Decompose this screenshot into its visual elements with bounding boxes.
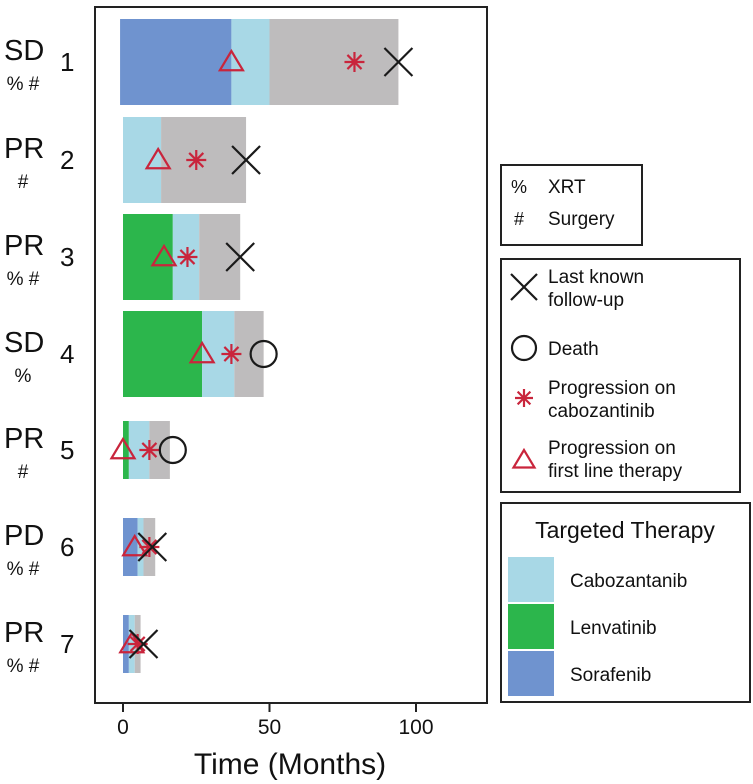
bars-layer [120, 19, 399, 673]
marker-last-follow-up [225, 242, 255, 272]
marker-cabozantinib-progression [186, 150, 207, 170]
marker-first-line-progression [121, 533, 149, 557]
row-response-label: PR [4, 133, 44, 165]
legend-therapy-label: Cabozantanib [570, 571, 687, 592]
row-treatment-marks: # [18, 172, 29, 193]
legend-therapy-swatch [508, 651, 554, 696]
legend-first-line-icon [511, 447, 537, 469]
plot-panel [94, 6, 488, 704]
row-patient-id: 3 [60, 242, 74, 272]
legend-marker-label-line2: cabozantinib [548, 401, 655, 422]
x-tick-label: 0 [117, 716, 129, 739]
marker-death [249, 339, 278, 369]
x-tick-label: 50 [258, 716, 281, 739]
row-patient-id: 7 [60, 629, 74, 659]
row-treatment-marks: % # [7, 559, 40, 580]
row-patient-id: 2 [60, 145, 74, 175]
bar-segment-cabozantanib [128, 421, 150, 479]
marker-first-line-progression [217, 48, 245, 72]
x-tick-label: 100 [398, 716, 433, 739]
legend-mark-label: Surgery [548, 209, 615, 230]
bar-segment-off [199, 214, 241, 300]
legend-marks-box [500, 164, 643, 246]
legend-marks: % XRT # Surgery [511, 177, 615, 230]
marker-cabozantinib-progression [344, 52, 365, 72]
row-response-label: PR [4, 230, 44, 262]
legend-therapy-box [500, 502, 751, 703]
bar-segment-cabozantanib [123, 117, 162, 203]
legend-mark-label: XRT [548, 177, 586, 198]
row-treatment-marks: % # [7, 656, 40, 677]
marker-death [158, 435, 187, 465]
row-patient-id: 1 [60, 47, 74, 77]
bar-segment-sorafenib [123, 518, 138, 576]
bar-segment-lenvatinib [123, 214, 173, 300]
bar-segment-lenvatinib [123, 421, 129, 479]
row-response-label: SD [4, 35, 44, 67]
legend-marker-label-line2: first line therapy [548, 461, 683, 482]
legend-marker-label-line2: follow-up [548, 290, 624, 311]
legend-therapy-title: Targeted Therapy [535, 517, 715, 543]
bar-segment-sorafenib [120, 19, 232, 105]
row-labels: SD 1 % # PR 2 # PR 3 % # SD 4% PR 5 # PD 6 % # PR 7 % # [4, 35, 74, 677]
markers-layer [109, 47, 414, 659]
row-treatment-marks: % # [7, 74, 40, 95]
legend-therapy-swatch [508, 604, 554, 649]
legend-therapy-label: Lenvatinib [570, 618, 657, 639]
legend-marker-label-line1: Death [548, 339, 599, 360]
legend-markers-box [500, 258, 741, 493]
legend-marker-label-line1: Progression on [548, 378, 676, 399]
marker-last-follow-up [383, 47, 414, 77]
row-patient-id: 6 [60, 532, 74, 562]
row-treatment-marks: % [15, 366, 32, 387]
row-treatment-marks: % # [7, 269, 40, 290]
marker-cabozantinib-progression [177, 247, 198, 267]
legend-therapy-swatch [508, 557, 554, 602]
legend-mark-symbol: % [511, 177, 527, 197]
row-patient-id: 5 [60, 435, 74, 465]
marker-first-line-progression [109, 436, 137, 460]
legend-cabozantinib-icon [515, 389, 533, 407]
row-response-label: PR [4, 617, 44, 649]
row-response-label: PR [4, 423, 44, 455]
row-treatment-marks: # [18, 462, 29, 483]
bar-segment-off [269, 19, 399, 105]
legend-therapy-label: Sorafenib [570, 665, 651, 686]
legend-marker-label-line1: Progression on [548, 438, 676, 459]
legend-therapy: Cabozantanib Lenvatinib Sorafenib [508, 557, 687, 696]
row-response-label: PD [4, 520, 44, 552]
marker-last-follow-up [231, 145, 261, 175]
marker-first-line-progression [188, 340, 216, 364]
legend-marker-label-line1: Last known [548, 267, 644, 288]
marker-first-line-progression [144, 146, 172, 170]
marker-first-line-progression [150, 243, 178, 267]
row-patient-id: 4 [60, 339, 74, 369]
marker-cabozantinib-progression [139, 440, 160, 460]
bar-segment-lenvatinib [123, 311, 203, 397]
row-response-label: SD [4, 327, 44, 359]
legend-follow-up-icon [510, 273, 538, 301]
legend-death-icon [510, 334, 538, 362]
marker-cabozantinib-progression [139, 537, 160, 557]
x-axis-title: Time (Months) [194, 748, 386, 781]
marker-last-follow-up [137, 532, 168, 562]
marker-last-follow-up [128, 629, 159, 659]
marker-cabozantinib-progression [221, 344, 242, 364]
x-axis: 0 50 100 [117, 703, 434, 739]
legend-mark-symbol: # [514, 209, 524, 229]
